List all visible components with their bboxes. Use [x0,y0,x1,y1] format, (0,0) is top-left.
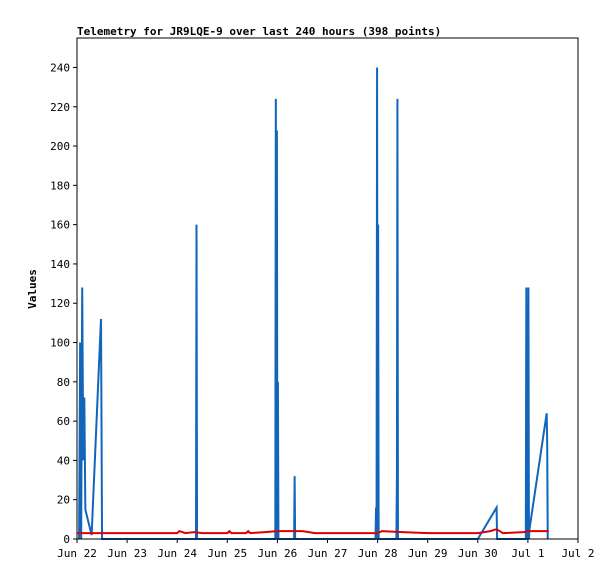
x-tick-label: Jun 30 [458,547,498,560]
x-tick-label: Jun 29 [408,547,448,560]
y-tick-label: 80 [57,376,70,389]
plot-frame [76,37,579,540]
y-axis: 0 20 40 60 80 100 120 140 160 180 200 220 240 [50,61,77,546]
x-tick-label: Jul 1 [511,547,544,560]
x-tick-label: Jun 25 [207,547,247,560]
chart-title: Telemetry for JR9LQE-9 over last 240 hou… [77,25,441,38]
y-tick-label: 120 [50,297,70,310]
x-tick-label: Jun 27 [308,547,348,560]
y-axis-label: Values [26,269,39,309]
y-tick-label: 100 [50,337,70,350]
y-tick-label: 60 [57,415,70,428]
x-tick-label: Jun 26 [258,547,298,560]
x-tick-label: Jun 24 [157,547,197,560]
x-tick-label: Jul 2 [561,547,594,560]
y-tick-label: 0 [63,533,70,546]
series-layer [77,67,578,540]
y-tick-label: 160 [50,219,70,232]
x-tick-label: Jun 23 [107,547,147,560]
y-tick-label: 40 [57,454,70,467]
x-tick-label: Jun 28 [358,547,398,560]
y-tick-label: 20 [57,494,70,507]
y-tick-label: 140 [50,258,70,271]
x-tick-label: Jun 22 [57,547,97,560]
y-tick-label: 220 [50,101,70,114]
y-tick-label: 240 [50,61,70,74]
x-axis: Jun 22 Jun 23 Jun 24 Jun 25 Jun 26 Jun 27 Jun … [57,539,595,560]
y-tick-label: 180 [50,179,70,192]
series-line-2 [77,528,549,535]
y-tick-label: 200 [50,140,70,153]
